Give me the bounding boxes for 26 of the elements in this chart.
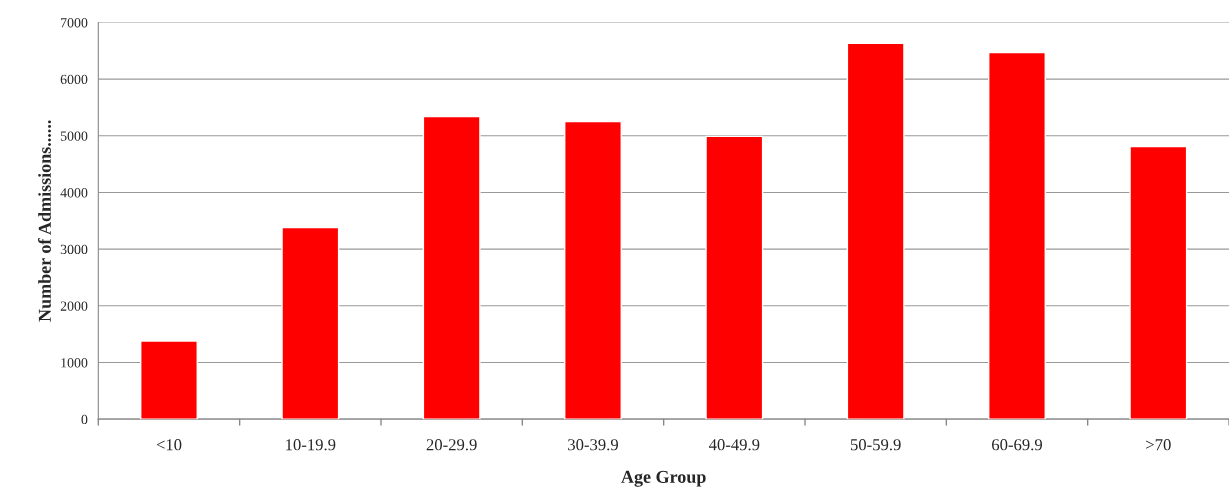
y-tick-label: 5000: [60, 131, 88, 141]
bar: [564, 120, 622, 420]
x-tick-label: 30-39.9: [568, 439, 618, 451]
bar: [422, 115, 481, 420]
y-tick-label: 7000: [61, 18, 88, 28]
x-tick-label: 40-49.9: [708, 439, 760, 451]
y-tick-label: 6000: [60, 74, 88, 85]
y-tick-label: 1000: [61, 358, 88, 368]
bar: [281, 226, 340, 420]
y-tick-label: 0: [81, 414, 88, 425]
x-tick-label: 50-59.9: [850, 439, 901, 451]
y-tick-label: 3000: [60, 244, 88, 255]
x-tick-label: >70: [1146, 439, 1171, 451]
bar: [705, 135, 764, 420]
x-tick-label: <10: [156, 439, 182, 451]
bar: [846, 42, 905, 420]
bar: [140, 340, 198, 420]
x-tick-label: 20-29.9: [426, 439, 477, 451]
y-tick-label: 4000: [60, 188, 88, 198]
bar: [1129, 145, 1188, 420]
x-tick-label: 10-19.9: [286, 439, 336, 451]
bar: [988, 51, 1046, 420]
x-tick-label: 60-69.9: [992, 439, 1043, 451]
y-tick-label: 2000: [60, 301, 88, 311]
x-axis-title: Age Group: [621, 470, 706, 487]
y-axis-title: Number of Admissions......: [38, 120, 51, 322]
